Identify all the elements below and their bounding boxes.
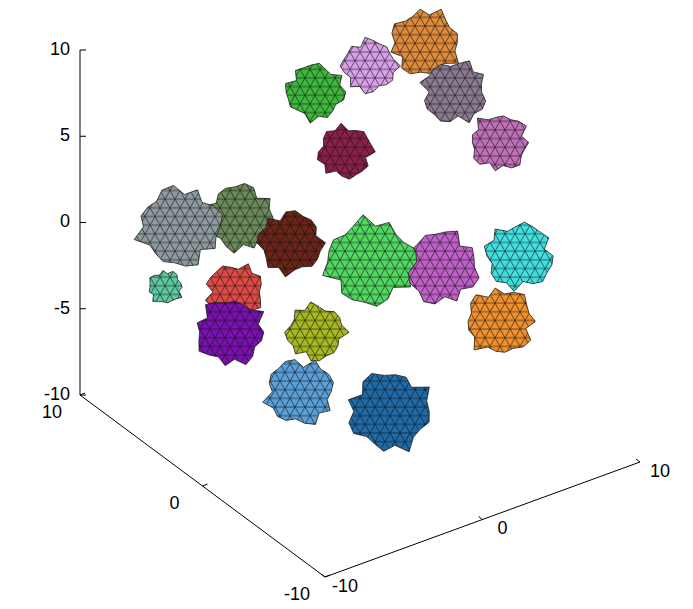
svg-text:0: 0 bbox=[497, 518, 507, 538]
svg-text:10: 10 bbox=[42, 402, 62, 422]
svg-text:-10: -10 bbox=[332, 576, 358, 596]
svg-text:-10: -10 bbox=[44, 384, 70, 404]
svg-text:0: 0 bbox=[169, 493, 179, 513]
svg-text:10: 10 bbox=[50, 39, 70, 59]
svg-text:-10: -10 bbox=[284, 584, 310, 604]
svg-text:10: 10 bbox=[650, 461, 670, 481]
svg-text:-5: -5 bbox=[54, 298, 70, 318]
svg-text:5: 5 bbox=[60, 125, 70, 145]
svg-text:0: 0 bbox=[60, 211, 70, 231]
